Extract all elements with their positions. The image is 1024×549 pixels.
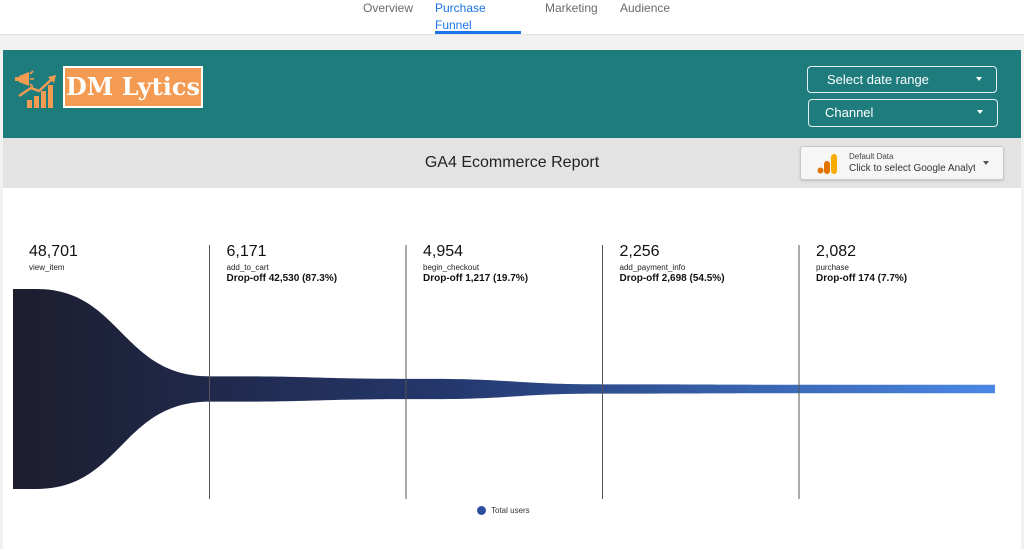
funnel-series-shape — [13, 289, 995, 489]
report-navigation: Overview Purchase Funnel Marketing Audie… — [0, 0, 1024, 35]
funnel-step-dropoff: Drop-off 42,530 (87.3%) — [226, 273, 338, 284]
funnel-step-dropoff: Drop-off 2,698 (54.5%) — [619, 273, 725, 284]
tab-overview[interactable]: Overview — [363, 1, 414, 15]
date-range-select[interactable]: Select date range — [807, 66, 997, 93]
funnel-step-dropoff: Drop-off 174 (7.7%) — [816, 273, 908, 284]
google-analytics-icon — [817, 154, 837, 174]
title-bar: GA4 Ecommerce Report Default Data Click … — [3, 138, 1021, 188]
tab-purchase-funnel[interactable]: Purchase Funnel — [435, 0, 521, 34]
header-banner: DM Lytics Select date range Channel — [3, 50, 1021, 138]
date-range-label: Select date range — [827, 72, 929, 87]
funnel-step-value: 48,701 — [29, 243, 78, 260]
megaphone-chart-icon — [15, 70, 56, 108]
funnel-step-name: add_to_cart — [226, 263, 269, 272]
data-source-selector[interactable]: Default Data Click to select Google Anal… — [800, 146, 1004, 180]
funnel-step-name: begin_checkout — [423, 263, 480, 272]
tab-audience[interactable]: Audience — [620, 1, 671, 15]
funnel-step-dropoff: Drop-off 1,217 (19.7%) — [423, 273, 529, 284]
data-source-name: Default Data — [849, 152, 894, 161]
funnel-step-value: 6,171 — [226, 243, 267, 260]
funnel-step-name: view_item — [29, 263, 65, 272]
legend-marker — [477, 506, 486, 515]
logo-wordmark-box: DM Lytics — [63, 66, 203, 108]
data-source-subtitle: Click to select Google Analytics — [849, 163, 975, 174]
legend-label: Total users — [491, 506, 530, 515]
brand-logo: DM Lytics — [13, 64, 207, 114]
chevron-down-icon — [976, 77, 982, 81]
channel-select[interactable]: Channel — [808, 99, 998, 127]
funnel-step-value: 2,082 — [816, 243, 857, 260]
report-title: GA4 Ecommerce Report — [424, 154, 600, 171]
channel-label: Channel — [825, 105, 874, 120]
chevron-down-icon — [977, 110, 983, 114]
tab-marketing[interactable]: Marketing — [545, 1, 598, 15]
funnel-step-value: 4,954 — [423, 243, 464, 260]
report-canvas: DM Lytics Select date range Channel GA4 … — [3, 50, 1021, 549]
logo-wordmark: DM Lytics — [65, 72, 201, 101]
funnel-step-value: 2,256 — [619, 243, 660, 260]
funnel-step-name: purchase — [816, 263, 849, 272]
funnel-step-name: add_payment_info — [619, 263, 686, 272]
chevron-down-icon — [983, 161, 989, 165]
